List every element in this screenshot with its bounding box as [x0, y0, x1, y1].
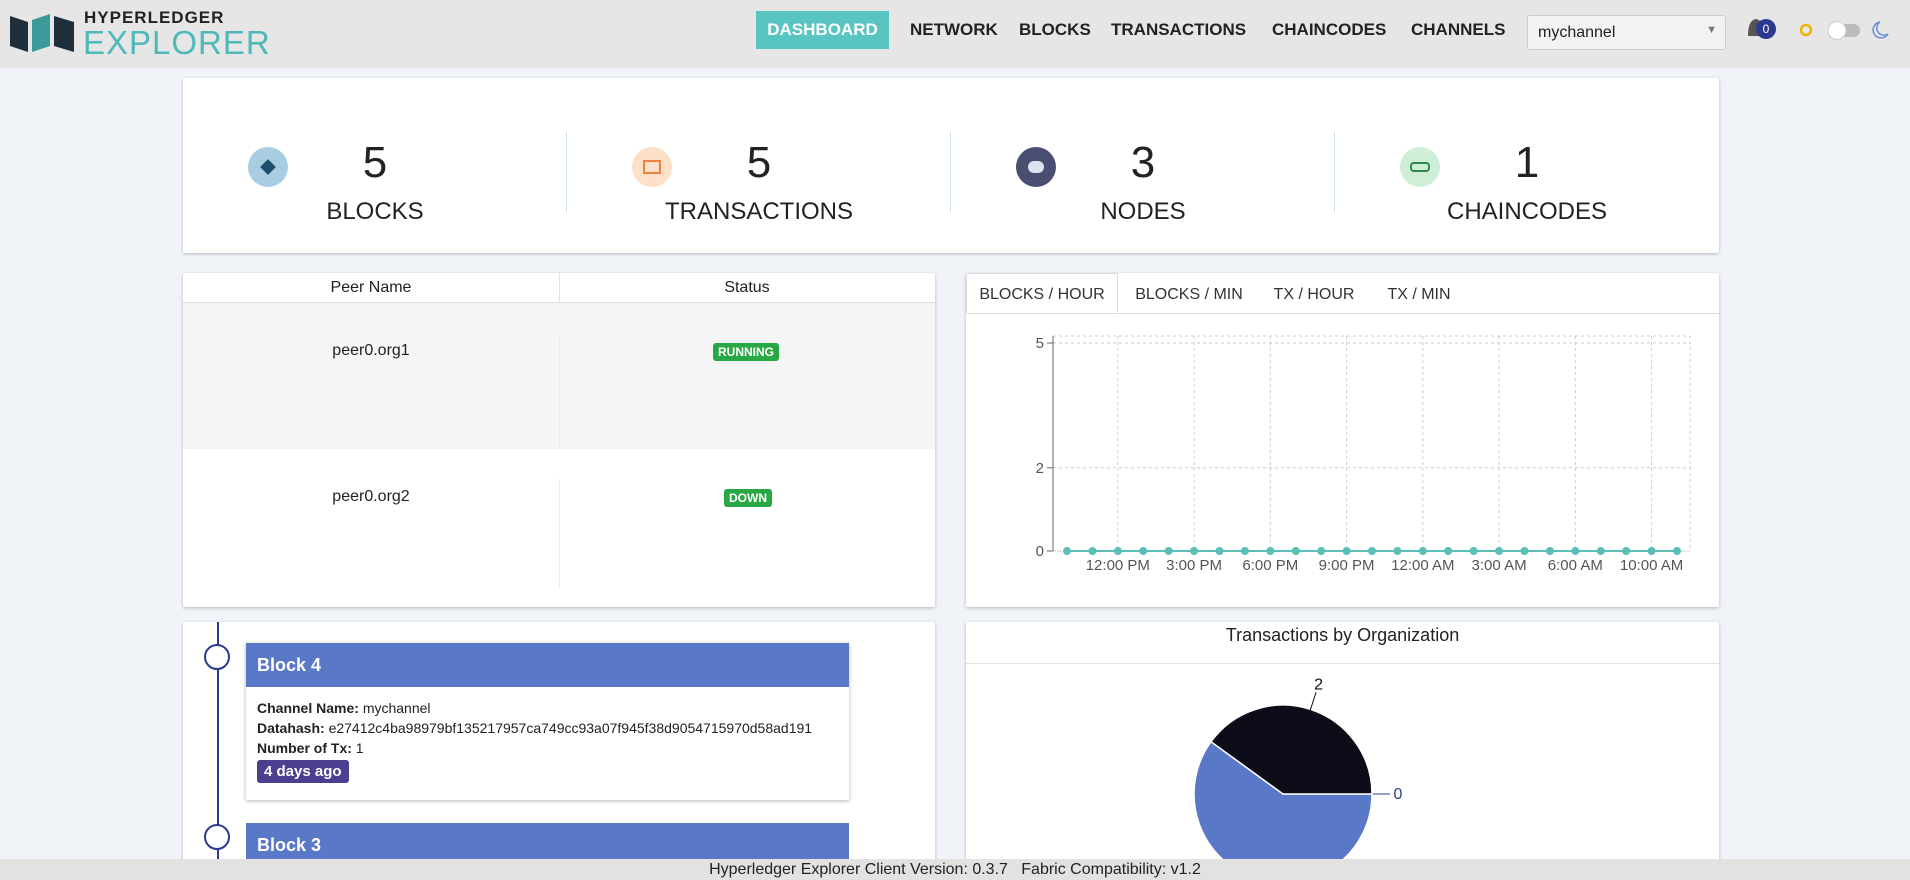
divider [559, 273, 560, 302]
stat-value: 5 [746, 138, 772, 187]
chart-tab[interactable]: TX / HOUR [1273, 286, 1355, 303]
blocks-card [183, 622, 935, 867]
divider [559, 479, 560, 589]
datahash-value: e27412c4ba98979bf135217957ca749cc93a07f9… [328, 720, 813, 736]
dropdown-arrow: ▼ [1706, 24, 1717, 36]
table-header [183, 273, 935, 303]
logo-bottom: EXPLORER [83, 24, 271, 61]
client-version: Hyperledger Explorer Client Version: 0.3… [709, 861, 1008, 878]
transactions-icon [632, 147, 672, 187]
tx-value: 1 [355, 740, 364, 756]
nodes-icon [1016, 147, 1056, 187]
chart-card [966, 273, 1719, 607]
nav-blocks[interactable]: BLOCKS [1019, 20, 1091, 39]
active-tab [966, 273, 1118, 313]
nav-network[interactable]: NETWORK [910, 20, 998, 39]
field-label: Datahash: [257, 720, 325, 736]
separator [966, 663, 1719, 664]
logo-top: HYPERLEDGER [84, 8, 225, 27]
status-badge: RUNNING [713, 343, 779, 361]
status-badge: DOWN [724, 489, 772, 507]
chart-tab[interactable]: TX / MIN [1387, 286, 1451, 303]
pie-title: Transactions by Organization [1225, 625, 1460, 645]
stat-value: 1 [1514, 138, 1540, 187]
pie-card [966, 622, 1719, 867]
block-header [246, 643, 849, 687]
stat-label: BLOCKS [326, 198, 424, 225]
chart-tab[interactable]: BLOCKS / MIN [1135, 286, 1243, 303]
fabric-version: Fabric Compatibility: v1.2 [1021, 861, 1201, 878]
divider [566, 132, 567, 212]
stat-label: TRANSACTIONS [664, 198, 853, 225]
stats-card [183, 78, 1719, 253]
nav-dashboard[interactable]: DASHBOARD [756, 11, 889, 49]
nav-chaincodes[interactable]: CHAINCODES [1272, 20, 1387, 39]
block-card [246, 643, 849, 800]
block-title: Block 4 [257, 655, 322, 675]
divider [950, 132, 951, 212]
channel-select[interactable]: mychannel ▼ [1527, 15, 1726, 50]
nav-transactions[interactable]: TRANSACTIONS [1111, 20, 1247, 39]
divider [1334, 132, 1335, 212]
field-label: Channel Name: [257, 700, 359, 716]
peer-name: peer0.org2 [332, 488, 410, 505]
timeline-dot [204, 644, 230, 670]
block-age: 4 days ago [257, 760, 349, 783]
divider [559, 333, 560, 449]
timeline [217, 622, 219, 867]
column-header: Status [724, 279, 770, 296]
stat-value: 3 [1130, 138, 1156, 187]
peer-name: peer0.org1 [332, 342, 410, 359]
block-title: Block 3 [257, 835, 322, 855]
timeline-dot [204, 824, 230, 850]
chart-tab[interactable]: BLOCKS / HOUR [979, 286, 1105, 303]
channel-name: mychannel [1538, 24, 1616, 41]
chaincodes-icon [1400, 147, 1440, 187]
peers-card: Peer Name Status peer0.org1 peer0.org2 R… [183, 273, 935, 607]
field-label: Number of Tx: [257, 740, 352, 756]
nav-channels[interactable]: CHANNELS [1411, 20, 1506, 39]
stat-label: CHAINCODES [1446, 198, 1608, 225]
footer: Hyperledger Explorer Client Version: 0.3… [0, 859, 1910, 880]
tab-underline [966, 313, 1719, 314]
column-header: Peer Name [330, 279, 412, 296]
header-icons [1748, 19, 1889, 40]
notification-count: 0 [1762, 22, 1770, 36]
stat-label: NODES [1100, 198, 1186, 225]
logo-icon [10, 14, 74, 52]
channel-value: mychannel [362, 700, 431, 716]
stat-value: 5 [362, 138, 388, 187]
blocks-icon [248, 147, 288, 187]
